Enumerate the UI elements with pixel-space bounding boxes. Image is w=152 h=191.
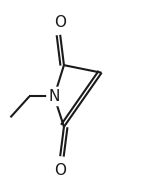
Text: O: O <box>54 15 66 30</box>
Text: O: O <box>54 163 66 178</box>
Text: O: O <box>54 163 66 178</box>
Text: N: N <box>48 89 60 104</box>
Text: N: N <box>48 89 60 104</box>
Text: O: O <box>54 15 66 30</box>
